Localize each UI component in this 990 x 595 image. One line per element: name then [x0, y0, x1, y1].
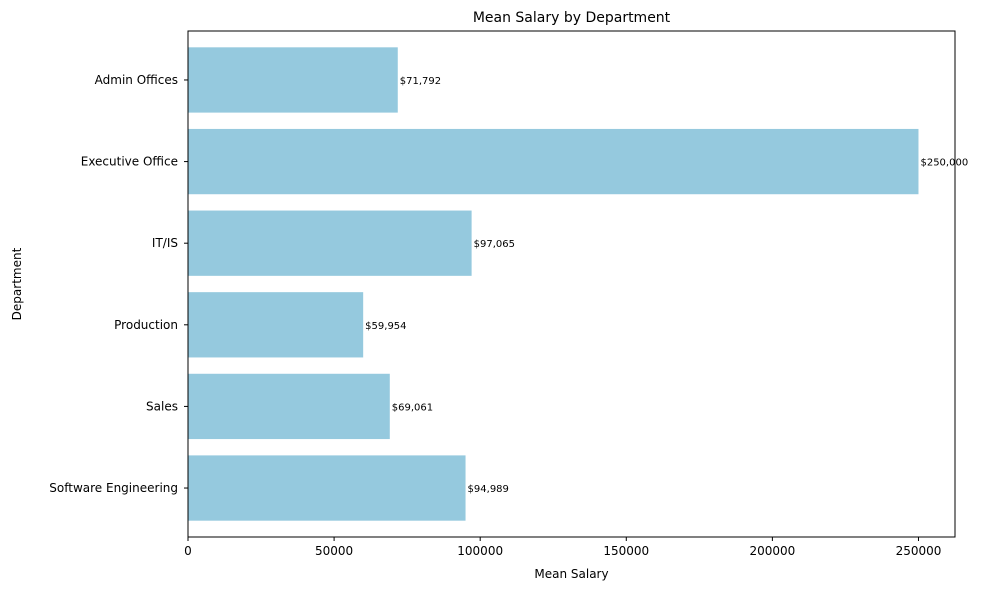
data-label-admin-offices: $71,792 [400, 76, 441, 87]
chart-title: Mean Salary by Department [473, 10, 671, 26]
y-tick-label-software-engineering: Software Engineering [49, 481, 178, 495]
y-tick-label-it-is: IT/IS [152, 236, 178, 250]
x-tick-label: 250000 [896, 544, 942, 558]
y-tick-label-sales: Sales [146, 399, 178, 413]
y-axis-label: Department [10, 247, 24, 320]
y-tick-label-production: Production [114, 318, 178, 332]
bars-group [188, 47, 919, 521]
axes-group [187, 30, 956, 538]
x-tick-label: 100000 [457, 544, 503, 558]
data-label-it-is: $97,065 [474, 239, 515, 250]
data-label-production: $59,954 [365, 321, 406, 332]
x-tick-label: 150000 [603, 544, 649, 558]
y-tick-label-executive-office: Executive Office [81, 155, 178, 169]
bar-admin-offices [188, 47, 398, 113]
bar-executive-office [188, 128, 919, 195]
x-axis-ticks: 0 50000 100000 150000 200000 250000 [184, 537, 941, 558]
data-label-software-engineering: $94,989 [468, 484, 509, 495]
bar-sales [188, 373, 390, 440]
x-tick-label: 0 [184, 544, 192, 558]
data-labels: $71,792 $250,000 $97,065 $59,954 $69,061 $94,… [365, 76, 968, 495]
x-tick-label: 200000 [749, 544, 795, 558]
y-axis-ticks: Admin Offices Executive Office IT/IS Produc… [49, 73, 188, 495]
x-axis-label: Mean Salary [534, 567, 608, 581]
data-label-executive-office: $250,000 [920, 158, 968, 169]
bar-production [188, 292, 364, 358]
data-label-sales: $69,061 [392, 402, 433, 413]
bar-it-is [188, 210, 472, 276]
x-tick-label: 50000 [315, 544, 353, 558]
bar-software-engineering [188, 455, 466, 521]
y-tick-label-admin-offices: Admin Offices [95, 73, 178, 87]
plot-frame [187, 30, 956, 538]
